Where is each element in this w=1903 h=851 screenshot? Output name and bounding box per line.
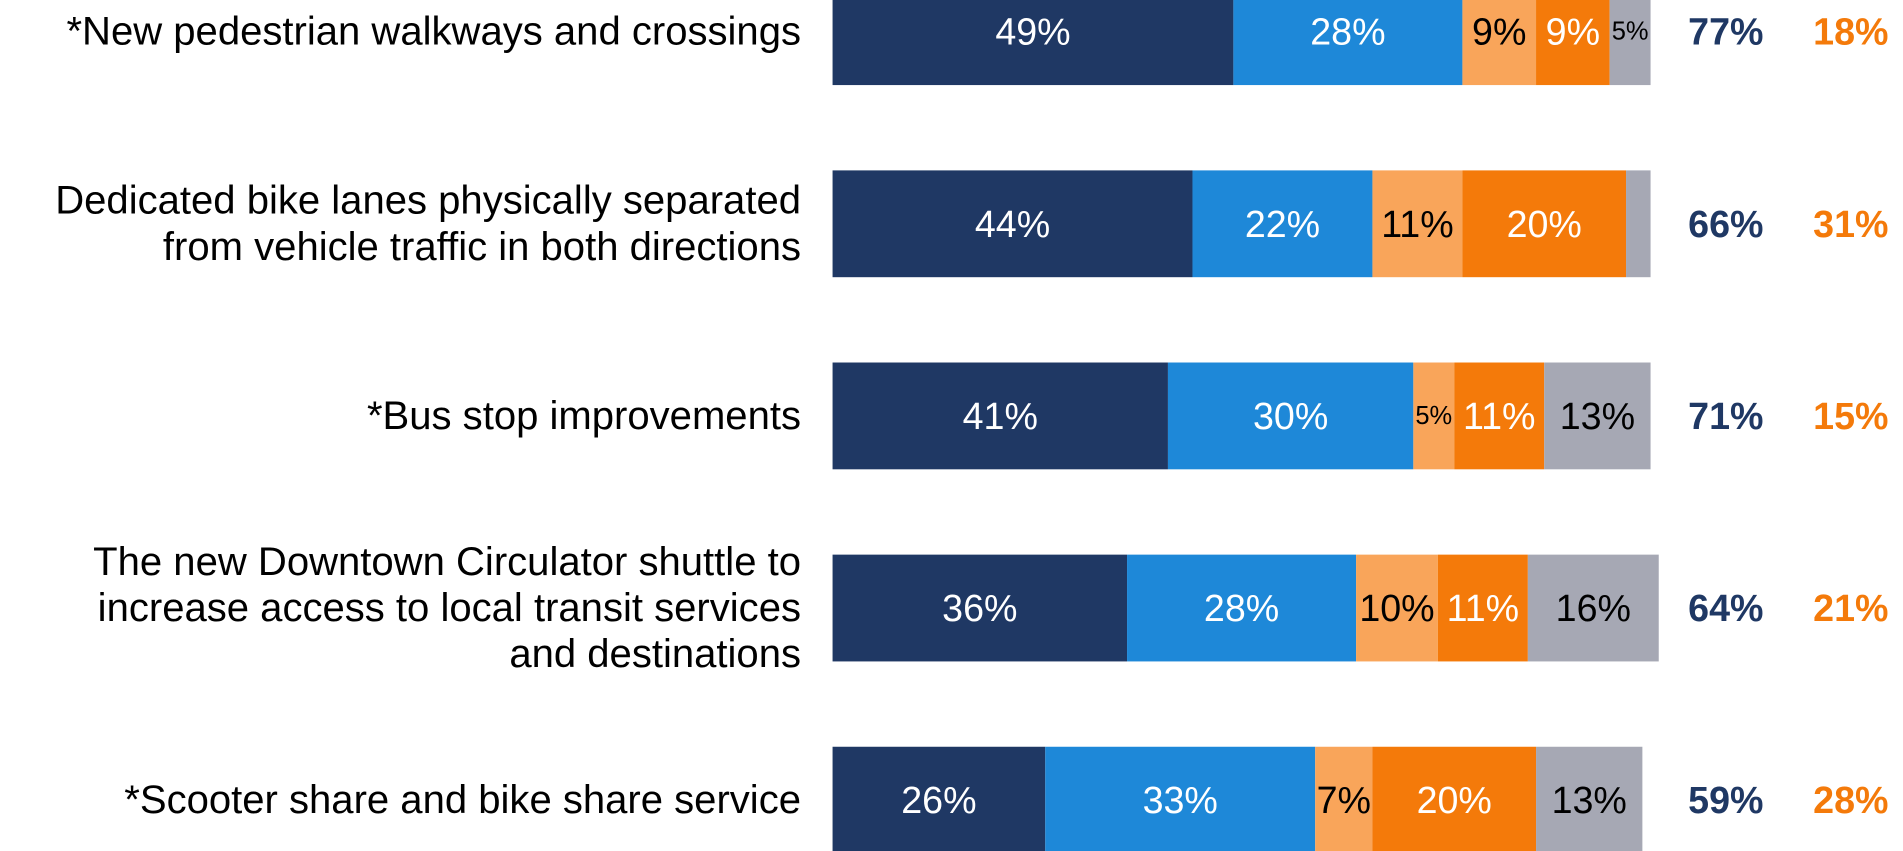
data-label: 36% xyxy=(942,587,1017,629)
category-label: and destinations xyxy=(509,632,801,676)
data-label: 11% xyxy=(1463,395,1535,437)
bar-segment xyxy=(1626,170,1651,278)
data-label: 20% xyxy=(1507,203,1582,245)
data-label: 13% xyxy=(1552,779,1627,821)
bar-segment xyxy=(1454,362,1545,470)
data-label: 22% xyxy=(1245,203,1320,245)
bar-segment xyxy=(832,362,1168,470)
category-label: increase access to local transit service… xyxy=(98,586,801,630)
category-label: Dedicated bike lanes physically separate… xyxy=(55,179,801,223)
category-label: *Scooter share and bike share service xyxy=(124,778,801,822)
data-label: 20% xyxy=(1417,779,1492,821)
total-label: 21% xyxy=(1813,587,1888,629)
category-label: *New pedestrian walkways and crossings xyxy=(66,10,801,54)
data-label: 33% xyxy=(1143,779,1218,821)
total-label: 59% xyxy=(1688,779,1763,821)
data-label: 11% xyxy=(1447,587,1519,629)
data-label: 28% xyxy=(1310,11,1385,53)
data-label: 11% xyxy=(1381,203,1453,245)
bar-segment xyxy=(832,170,1193,278)
data-label: 5% xyxy=(1612,18,1649,46)
bar-segment xyxy=(1536,746,1643,851)
bar-segment xyxy=(1356,554,1438,662)
data-label: 49% xyxy=(995,11,1070,53)
total-label: 28% xyxy=(1813,779,1888,821)
total-label: 18% xyxy=(1813,11,1888,53)
bar-segment xyxy=(832,0,1234,86)
category-label: from vehicle traffic in both directions xyxy=(163,225,801,269)
bar-segment xyxy=(1536,0,1610,86)
total-label: 77% xyxy=(1688,11,1763,53)
category-label: The new Downtown Circulator shuttle to xyxy=(93,540,801,584)
data-label: 13% xyxy=(1560,395,1635,437)
data-label: 9% xyxy=(1546,11,1600,53)
data-label: 30% xyxy=(1253,395,1328,437)
category-label: *Bus stop improvements xyxy=(367,394,801,438)
total-label: 66% xyxy=(1688,203,1763,245)
data-label: 9% xyxy=(1472,11,1526,53)
data-label: 7% xyxy=(1317,779,1371,821)
total-label: 71% xyxy=(1688,395,1763,437)
bar-segment xyxy=(832,554,1128,662)
data-label: 44% xyxy=(975,203,1050,245)
data-label: 16% xyxy=(1556,587,1631,629)
bar-segment xyxy=(1167,362,1414,470)
total-label: 31% xyxy=(1813,203,1888,245)
total-label: 15% xyxy=(1813,395,1888,437)
data-label: 41% xyxy=(963,395,1038,437)
bar-segment xyxy=(1127,554,1357,662)
bar-segment xyxy=(1544,362,1651,470)
bar-segment xyxy=(1462,170,1627,278)
bar-segment xyxy=(1192,170,1373,278)
bar-segment xyxy=(1437,554,1528,662)
bar-segment xyxy=(1372,746,1537,851)
bar-segment xyxy=(1045,746,1316,851)
bar-segment xyxy=(1609,0,1651,86)
bar-segment xyxy=(1233,0,1463,86)
bar-segment xyxy=(1372,170,1463,278)
data-label: 28% xyxy=(1204,587,1279,629)
total-label: 64% xyxy=(1688,587,1763,629)
data-label: 10% xyxy=(1359,587,1434,629)
bar-segment xyxy=(1462,0,1537,86)
bar-segment xyxy=(1413,362,1455,470)
data-label: 5% xyxy=(1415,402,1452,430)
bar-segment xyxy=(1315,746,1373,851)
bar-segment xyxy=(1527,554,1659,662)
data-label: 26% xyxy=(901,779,976,821)
bar-segment xyxy=(832,746,1046,851)
